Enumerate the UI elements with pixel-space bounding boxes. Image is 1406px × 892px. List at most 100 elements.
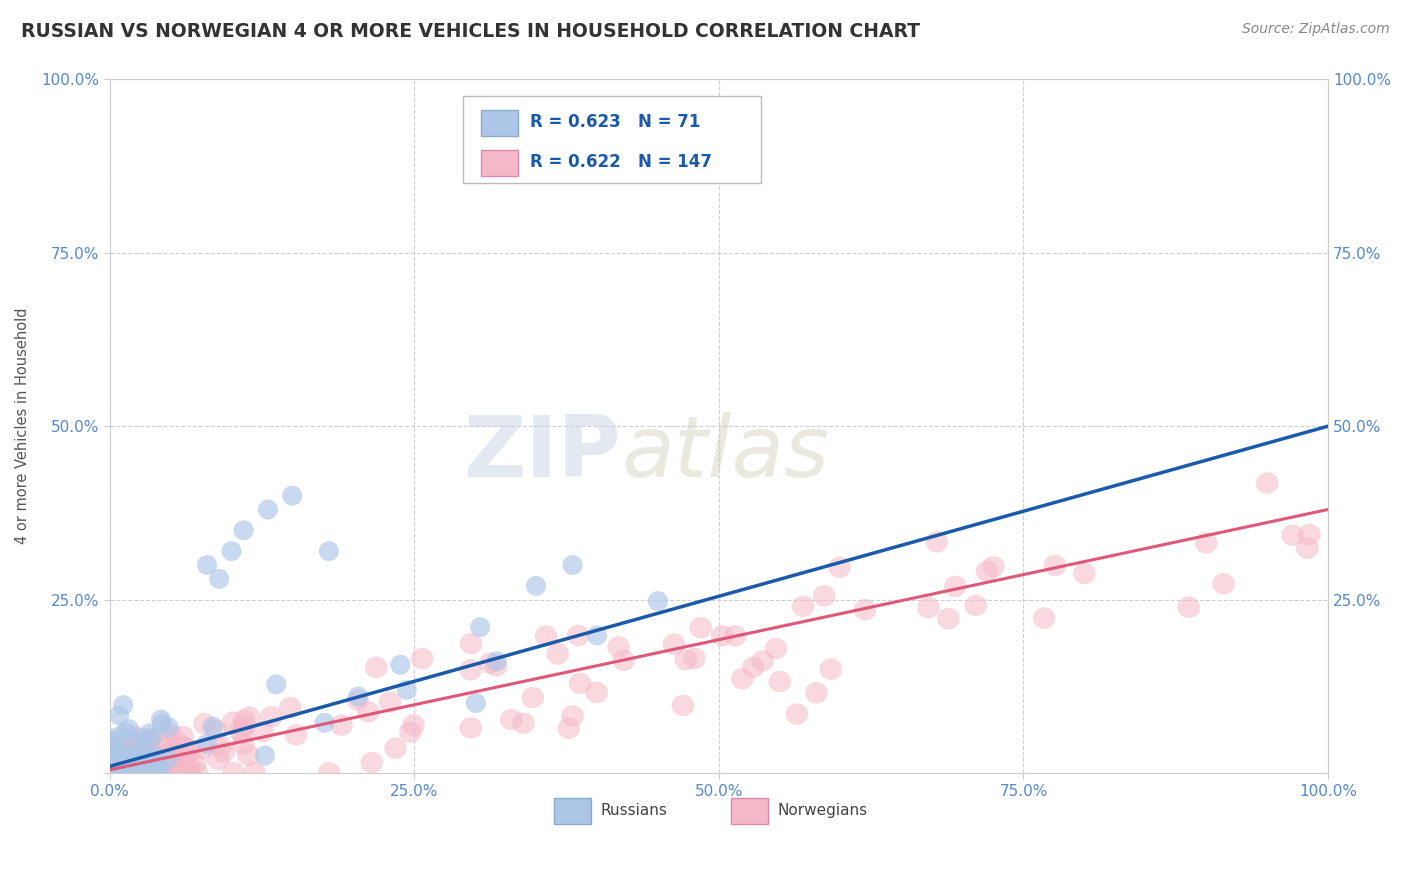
Ellipse shape [526, 576, 546, 596]
Ellipse shape [283, 486, 302, 505]
Ellipse shape [280, 698, 301, 718]
Ellipse shape [117, 763, 138, 783]
Ellipse shape [522, 687, 544, 708]
Ellipse shape [567, 625, 589, 646]
Ellipse shape [120, 763, 142, 783]
Ellipse shape [115, 747, 135, 767]
Ellipse shape [233, 521, 253, 540]
Ellipse shape [150, 758, 170, 778]
Ellipse shape [115, 723, 135, 741]
Ellipse shape [471, 617, 489, 637]
Ellipse shape [111, 759, 131, 779]
Ellipse shape [159, 718, 179, 737]
Ellipse shape [349, 687, 368, 706]
Ellipse shape [828, 557, 851, 578]
Ellipse shape [107, 759, 127, 779]
Ellipse shape [169, 733, 190, 755]
Ellipse shape [731, 668, 754, 690]
Ellipse shape [558, 718, 579, 739]
Ellipse shape [141, 749, 160, 769]
Ellipse shape [139, 744, 162, 764]
Ellipse shape [479, 653, 502, 673]
Ellipse shape [132, 729, 152, 748]
Bar [731, 797, 768, 824]
Ellipse shape [115, 745, 134, 764]
Ellipse shape [174, 737, 197, 758]
Ellipse shape [122, 749, 141, 769]
Ellipse shape [1296, 538, 1319, 558]
Ellipse shape [231, 723, 253, 745]
Ellipse shape [139, 740, 162, 762]
Ellipse shape [110, 745, 131, 765]
Ellipse shape [142, 729, 160, 748]
Ellipse shape [172, 726, 194, 747]
Ellipse shape [193, 739, 214, 759]
Ellipse shape [672, 695, 695, 716]
Ellipse shape [152, 710, 170, 730]
Ellipse shape [267, 674, 285, 694]
Ellipse shape [174, 747, 197, 768]
Ellipse shape [460, 659, 481, 681]
Ellipse shape [588, 625, 607, 645]
Ellipse shape [108, 754, 131, 775]
Ellipse shape [138, 745, 160, 765]
Ellipse shape [202, 717, 222, 736]
Ellipse shape [233, 710, 254, 731]
Ellipse shape [976, 561, 998, 582]
Ellipse shape [101, 763, 120, 782]
Ellipse shape [399, 722, 422, 742]
Ellipse shape [1256, 473, 1278, 493]
Ellipse shape [150, 760, 173, 780]
Ellipse shape [315, 713, 335, 732]
Ellipse shape [648, 591, 668, 611]
Text: RUSSIAN VS NORWEGIAN 4 OR MORE VEHICLES IN HOUSEHOLD CORRELATION CHART: RUSSIAN VS NORWEGIAN 4 OR MORE VEHICLES … [21, 22, 920, 41]
Ellipse shape [107, 741, 127, 761]
Ellipse shape [179, 741, 201, 762]
Ellipse shape [361, 752, 382, 772]
Ellipse shape [1212, 574, 1234, 594]
Ellipse shape [613, 650, 634, 671]
Ellipse shape [129, 739, 152, 760]
Ellipse shape [101, 763, 120, 782]
Text: atlas: atlas [621, 412, 830, 495]
Ellipse shape [212, 742, 235, 763]
Ellipse shape [117, 760, 138, 780]
Ellipse shape [391, 655, 411, 674]
Ellipse shape [117, 750, 139, 771]
Ellipse shape [1045, 555, 1066, 576]
Ellipse shape [207, 749, 229, 770]
Ellipse shape [153, 763, 174, 783]
Ellipse shape [122, 753, 143, 774]
Ellipse shape [114, 696, 134, 715]
Ellipse shape [115, 763, 135, 782]
Ellipse shape [1033, 607, 1054, 629]
Ellipse shape [139, 723, 159, 743]
Ellipse shape [607, 637, 630, 657]
Ellipse shape [562, 556, 582, 574]
Ellipse shape [1281, 524, 1303, 546]
Ellipse shape [675, 649, 697, 670]
Ellipse shape [101, 754, 120, 773]
FancyBboxPatch shape [463, 96, 762, 183]
Ellipse shape [117, 738, 139, 758]
Ellipse shape [118, 744, 139, 765]
Ellipse shape [485, 656, 508, 676]
Ellipse shape [127, 763, 148, 783]
Text: ZIP: ZIP [464, 412, 621, 495]
Ellipse shape [918, 598, 939, 618]
Ellipse shape [160, 724, 181, 745]
Bar [481, 150, 517, 176]
Ellipse shape [117, 763, 139, 783]
Ellipse shape [135, 753, 153, 772]
Bar [554, 797, 591, 824]
Ellipse shape [132, 742, 153, 764]
Ellipse shape [165, 763, 186, 783]
Ellipse shape [965, 595, 987, 615]
Ellipse shape [124, 763, 145, 783]
Ellipse shape [157, 731, 180, 751]
Ellipse shape [792, 596, 814, 616]
Ellipse shape [536, 625, 557, 647]
Ellipse shape [501, 709, 522, 730]
Text: Source: ZipAtlas.com: Source: ZipAtlas.com [1241, 22, 1389, 37]
Ellipse shape [925, 532, 948, 552]
